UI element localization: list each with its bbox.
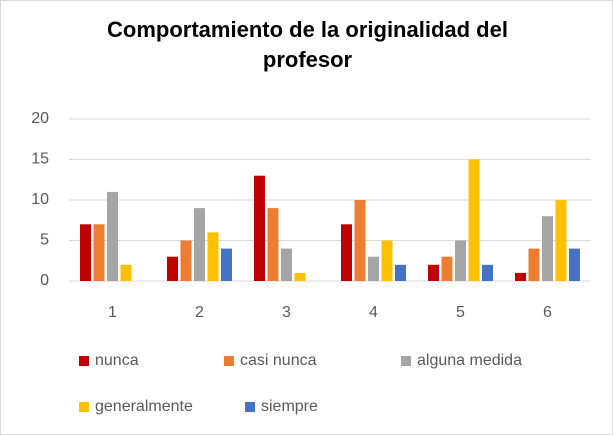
bar: [395, 264, 406, 281]
legend-swatch: [224, 356, 234, 366]
legend-swatch: [245, 402, 255, 412]
x-tick-label: 4: [369, 304, 378, 321]
bar: [281, 248, 292, 281]
bar: [542, 216, 553, 281]
bar: [555, 200, 567, 281]
bar: [528, 248, 540, 281]
bar: [267, 208, 279, 281]
bar: [468, 159, 480, 281]
bar: [482, 264, 493, 281]
y-tick-label: 20: [31, 110, 49, 127]
bar: [368, 256, 379, 281]
bar: [207, 232, 219, 281]
bar: [194, 208, 205, 281]
bar: [294, 272, 306, 281]
bar: [80, 224, 91, 281]
bar: [441, 256, 453, 281]
bar: [254, 175, 265, 281]
x-tick-label: 6: [543, 304, 552, 321]
legend-label: siempre: [261, 398, 318, 415]
legend-swatch: [79, 402, 89, 412]
y-tick-label: 0: [40, 272, 49, 289]
bar: [569, 248, 580, 281]
x-tick-label: 2: [195, 304, 204, 321]
legend-swatch: [79, 356, 89, 366]
bar: [107, 191, 118, 281]
bar: [221, 248, 232, 281]
y-tick-label: 15: [31, 151, 49, 168]
y-tick-label: 5: [40, 232, 49, 249]
bar: [180, 240, 192, 281]
x-tick-label: 5: [456, 304, 465, 321]
bar: [341, 224, 352, 281]
bar: [455, 240, 466, 281]
bar: [167, 256, 178, 281]
bar: [381, 240, 393, 281]
legend-label: casi nunca: [240, 352, 317, 369]
x-tick-label: 3: [282, 304, 291, 321]
x-tick-label: 1: [108, 304, 117, 321]
legend-label: alguna medida: [417, 352, 522, 369]
legend-label: nunca: [95, 352, 139, 369]
chart-title: Comportamiento de la originalidad del pr…: [107, 17, 508, 72]
bar: [515, 272, 526, 281]
bar: [354, 200, 366, 281]
legend-label: generalmente: [95, 398, 193, 415]
y-tick-label: 10: [31, 191, 49, 208]
bar: [120, 264, 132, 281]
bar: [93, 224, 105, 281]
bar: [428, 264, 439, 281]
legend-swatch: [401, 356, 411, 366]
